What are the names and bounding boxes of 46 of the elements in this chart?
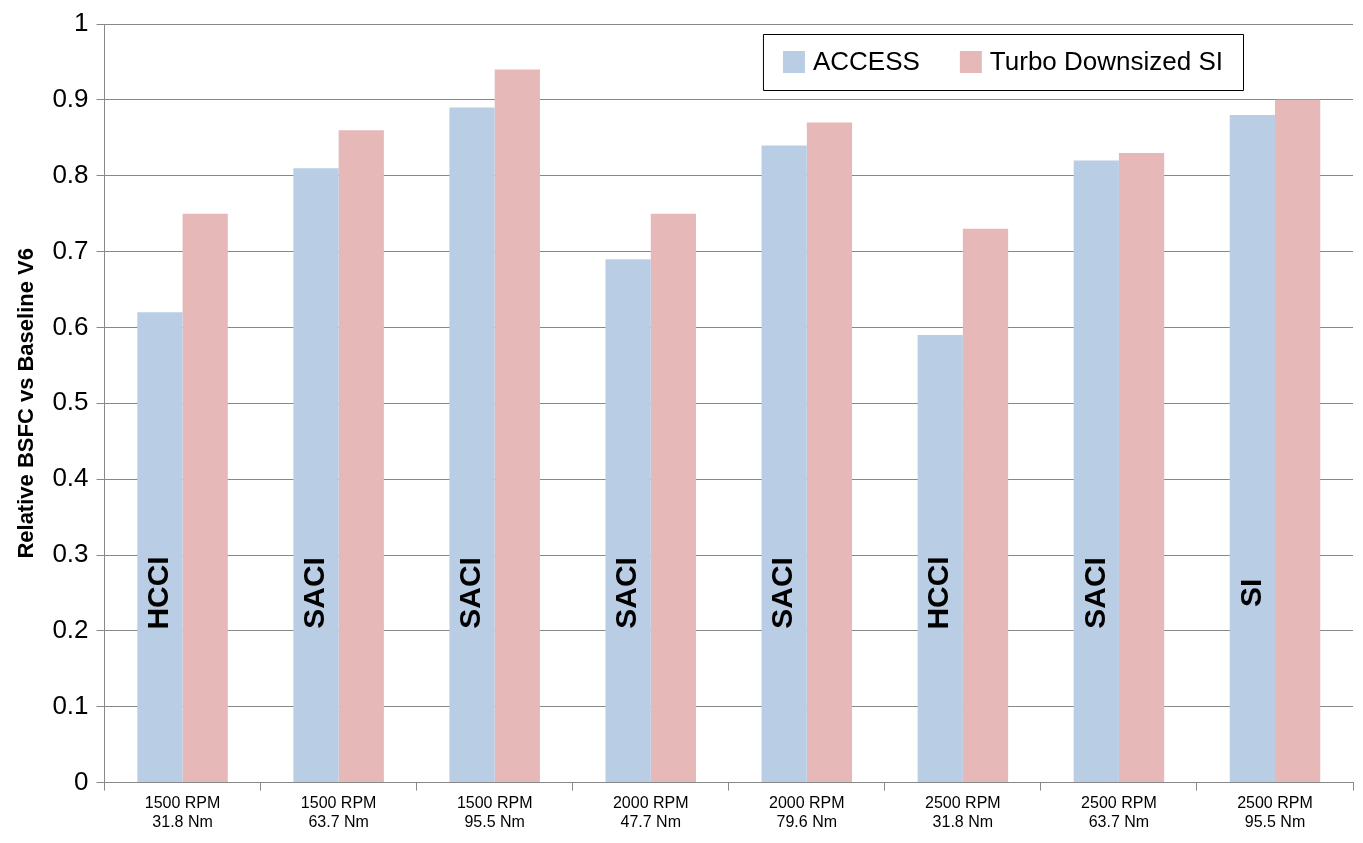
- bar: [1073, 160, 1119, 783]
- bar: [761, 145, 807, 783]
- y-tick-label: 0.7: [52, 234, 89, 265]
- y-tick-label: 0.8: [52, 158, 89, 189]
- annotation: SACI: [453, 557, 487, 629]
- annotation: SACI: [297, 557, 331, 629]
- bar: [137, 312, 183, 783]
- annotation: SACI: [1077, 557, 1111, 629]
- bar: [449, 107, 495, 783]
- bar: [293, 168, 339, 783]
- y-tick-label: 0: [74, 765, 89, 796]
- annotation: SI: [1233, 578, 1267, 608]
- bar: [1229, 115, 1275, 783]
- bar: [494, 69, 540, 783]
- x-tick-label: 2000 RPM 79.6 Nm: [769, 793, 845, 830]
- x-tick-label: 1500 RPM 95.5 Nm: [456, 793, 533, 830]
- bar: [806, 122, 853, 783]
- legend-label: Turbo Downsized SI: [989, 46, 1223, 77]
- y-tick-label: 0.3: [52, 538, 89, 569]
- y-tick-label: 0.5: [52, 386, 89, 417]
- bar: [605, 259, 651, 783]
- legend-label: ACCESS: [812, 46, 920, 77]
- y-axis-title: Relative BSFC vs Baseline V6: [13, 248, 39, 559]
- bar: [962, 228, 1009, 783]
- x-tick-label: 2500 RPM 95.5 Nm: [1237, 793, 1313, 830]
- y-tick-label: 0.4: [52, 462, 89, 493]
- annotation: SACI: [609, 557, 643, 629]
- bar: [338, 130, 384, 783]
- y-tick-label: 0.6: [52, 310, 89, 341]
- bar: [650, 213, 696, 783]
- bar: [1274, 99, 1321, 783]
- annotation: SACI: [765, 557, 799, 629]
- y-tick-label: 0.2: [52, 614, 89, 645]
- x-tick-label: 2500 RPM 31.8 Nm: [925, 793, 1001, 830]
- y-tick-label: 1: [74, 7, 89, 38]
- bar: [1118, 152, 1165, 783]
- x-tick-label: 1500 RPM 31.8 Nm: [144, 793, 221, 830]
- y-tick-label: 0.9: [52, 83, 89, 114]
- x-tick-label: 1500 RPM 63.7 Nm: [300, 793, 377, 830]
- x-tick-label: 2500 RPM 63.7 Nm: [1081, 793, 1157, 830]
- annotation: HCCI: [921, 556, 955, 630]
- y-tick-label: 0.1: [52, 689, 89, 720]
- bar: [182, 213, 228, 783]
- annotation: HCCI: [141, 556, 175, 630]
- x-tick-label: 2000 RPM 47.7 Nm: [612, 793, 689, 830]
- bar: [917, 335, 963, 783]
